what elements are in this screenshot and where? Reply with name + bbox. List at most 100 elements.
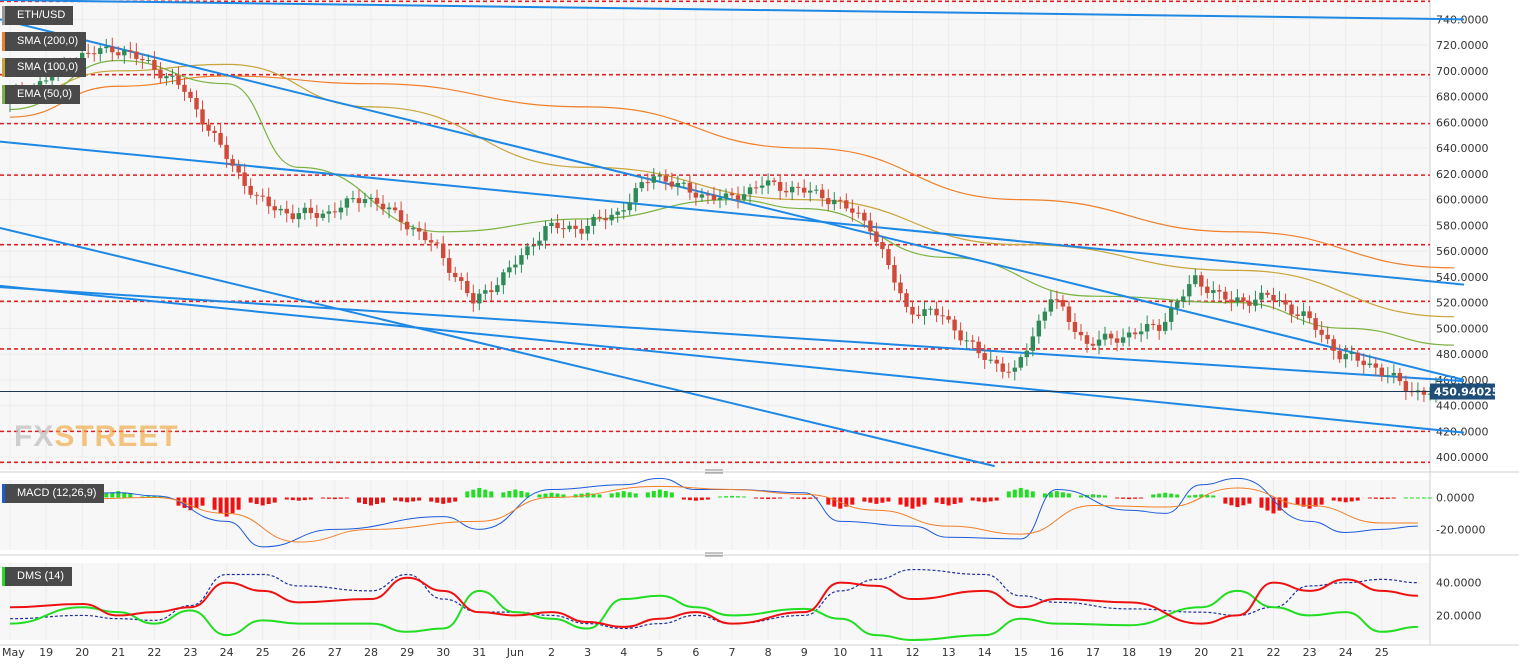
macd-histogram-bar — [1115, 497, 1120, 499]
candle-body — [278, 208, 283, 211]
macd-histogram-bar — [555, 493, 560, 498]
candle-body — [260, 195, 265, 197]
macd-histogram-bar — [140, 496, 145, 498]
macd-histogram-bar — [1054, 491, 1059, 498]
candle-body — [639, 182, 644, 189]
candle-body — [332, 211, 338, 213]
candle-body — [820, 189, 825, 199]
candle-body — [453, 272, 458, 278]
candle-body — [1205, 286, 1210, 293]
candle-body — [1229, 299, 1234, 303]
dms-panel-bg — [0, 563, 1430, 640]
candle-body — [579, 228, 584, 234]
macd-histogram-bar — [1042, 493, 1047, 498]
candle-body — [1361, 360, 1366, 366]
candle-body — [1054, 299, 1060, 301]
sma100-legend[interactable]: SMA (100,0) — [2, 58, 87, 77]
candle-body — [248, 185, 253, 195]
macd-panel-bg — [0, 480, 1430, 550]
candle-body — [471, 293, 476, 304]
candle-body — [1259, 292, 1264, 300]
date-axis-tick-label: 24 — [1339, 646, 1353, 659]
macd-histogram-bar — [1169, 493, 1174, 498]
candle-body — [1223, 291, 1228, 300]
candle-body — [898, 282, 903, 294]
candle-body — [1030, 336, 1036, 351]
symbol-label[interactable]: ETH/USD — [2, 6, 74, 25]
price-axis-tick-label: 560.0000 — [1436, 245, 1489, 258]
macd-histogram-bar — [976, 497, 981, 502]
candle-body — [1397, 372, 1403, 382]
candle-body — [543, 226, 548, 241]
date-axis-tick-label: 27 — [328, 646, 342, 659]
candle-body — [380, 203, 386, 210]
macd-histogram-bar — [1409, 497, 1414, 499]
candle-body — [916, 314, 921, 317]
candle-body — [669, 181, 675, 187]
macd-histogram-bar — [1175, 494, 1180, 498]
macd-histogram-bar — [802, 497, 807, 500]
macd-histogram-bar — [615, 492, 620, 498]
dms-legend[interactable]: DMS (14) — [2, 567, 73, 586]
candle-body — [729, 193, 735, 196]
macd-histogram-bar — [681, 497, 686, 500]
candle-body — [1048, 299, 1054, 312]
macd-histogram-bar — [513, 489, 518, 498]
fxstreet-watermark: FXSTREET — [14, 420, 179, 453]
candle-body — [314, 213, 320, 218]
candle-body — [964, 340, 969, 342]
price-axis-tick-label: 600.0000 — [1436, 194, 1489, 207]
date-axis-tick-label: 12 — [906, 646, 920, 659]
macd-legend[interactable]: MACD (12,26,9) — [2, 484, 105, 503]
macd-histogram-bar — [1018, 487, 1023, 498]
candle-body — [416, 228, 422, 232]
ema50-legend[interactable]: EMA (50,0) — [2, 85, 81, 104]
macd-histogram-bar — [1343, 497, 1348, 503]
candle-body — [290, 213, 295, 220]
macd-histogram-bar — [447, 497, 452, 503]
macd-histogram-bar — [1271, 497, 1276, 514]
date-axis-tick-label: 21 — [111, 646, 125, 659]
candle-body — [266, 196, 271, 207]
candle-body — [302, 207, 308, 214]
candle-body — [218, 132, 223, 145]
candle-body — [934, 308, 939, 316]
price-axis-tick-label: 480.0000 — [1436, 348, 1489, 361]
macd-histogram-bar — [128, 493, 133, 498]
candle-body — [1096, 339, 1102, 346]
date-axis-tick-label: 24 — [220, 646, 234, 659]
candle-body — [1307, 311, 1312, 319]
candle-body — [621, 210, 626, 212]
candle-body — [741, 194, 747, 200]
candle-body — [777, 181, 783, 191]
macd-histogram-bar — [1337, 497, 1342, 502]
macd-histogram-bar — [411, 497, 416, 502]
candle-body — [182, 84, 187, 92]
candle-body — [844, 200, 849, 209]
candle-body — [753, 187, 759, 189]
macd-histogram-bar — [344, 497, 349, 499]
macd-histogram-bar — [1379, 497, 1384, 500]
candle-body — [368, 197, 374, 200]
candle-body — [152, 59, 157, 70]
dms-axis-tick-label: 20.0000 — [1436, 609, 1482, 622]
sma200-legend[interactable]: SMA (200,0) — [2, 32, 87, 51]
price-axis-tick-label: 660.0000 — [1436, 116, 1489, 129]
macd-histogram-bar — [375, 497, 379, 505]
macd-histogram-bar — [693, 497, 698, 501]
macd-histogram-bar — [489, 491, 494, 498]
candle-body — [501, 272, 506, 286]
candle-body — [1018, 357, 1023, 368]
macd-histogram-bar — [248, 497, 253, 503]
macd-histogram-bar — [988, 497, 993, 502]
macd-histogram-bar — [296, 497, 301, 501]
candle-body — [1072, 321, 1078, 332]
candle-body — [832, 199, 837, 205]
candle-body — [826, 198, 831, 205]
macd-histogram-bar — [507, 490, 512, 498]
macd-histogram-bar — [308, 497, 313, 500]
macd-histogram-bar — [1163, 492, 1168, 498]
candle-body — [1253, 299, 1258, 306]
